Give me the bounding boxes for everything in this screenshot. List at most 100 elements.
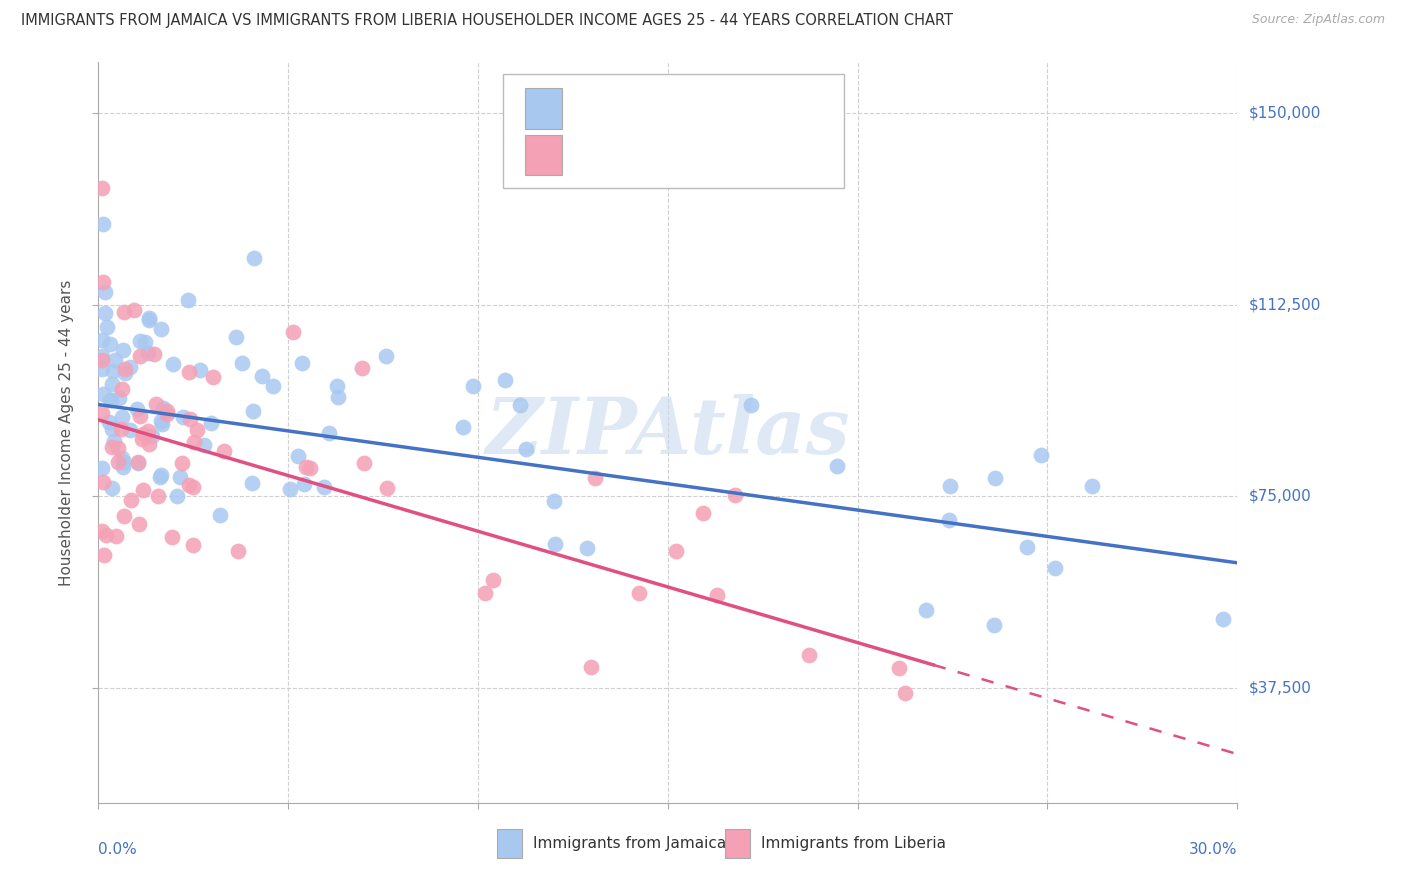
- Point: [740, 398, 762, 412]
- Point: [110, 422, 132, 436]
- Point: [141, 428, 163, 442]
- Point: [93, 549, 115, 563]
- Point: [112, 508, 135, 523]
- Point: [91, 217, 114, 231]
- Point: [96, 319, 118, 334]
- Point: [295, 460, 318, 475]
- Point: [149, 322, 172, 336]
- Point: [509, 398, 531, 412]
- Point: [318, 426, 340, 441]
- FancyBboxPatch shape: [526, 135, 562, 176]
- Point: [1045, 560, 1067, 574]
- Point: [190, 362, 212, 376]
- Point: [101, 376, 124, 391]
- Point: [242, 403, 264, 417]
- Point: [112, 459, 135, 474]
- Point: [252, 369, 274, 384]
- Point: [1212, 612, 1234, 626]
- Point: [142, 347, 165, 361]
- Point: [148, 489, 170, 503]
- Point: [91, 461, 114, 475]
- Point: [692, 506, 714, 520]
- Point: [136, 424, 159, 438]
- Text: $37,500: $37,500: [1249, 681, 1312, 696]
- Point: [94, 285, 117, 300]
- Point: [984, 471, 1007, 485]
- Point: [138, 312, 160, 326]
- Point: [150, 417, 173, 431]
- Point: [179, 411, 201, 425]
- Text: $75,000: $75,000: [1249, 489, 1312, 504]
- Point: [461, 379, 484, 393]
- Point: [374, 350, 396, 364]
- Point: [91, 275, 114, 289]
- Text: Source: ZipAtlas.com: Source: ZipAtlas.com: [1251, 13, 1385, 27]
- Point: [889, 661, 911, 675]
- Point: [91, 333, 114, 347]
- Point: [242, 251, 264, 265]
- Point: [101, 440, 124, 454]
- Text: R = -0.437   N = 63: R = -0.437 N = 63: [575, 146, 738, 164]
- Text: IMMIGRANTS FROM JAMAICA VS IMMIGRANTS FROM LIBERIA HOUSEHOLDER INCOME AGES 25 - : IMMIGRANTS FROM JAMAICA VS IMMIGRANTS FR…: [21, 13, 953, 29]
- Point: [177, 365, 200, 379]
- Text: Immigrants from Jamaica: Immigrants from Jamaica: [533, 836, 727, 851]
- FancyBboxPatch shape: [498, 829, 522, 858]
- Point: [375, 481, 398, 495]
- Point: [149, 470, 172, 484]
- Point: [543, 493, 565, 508]
- Point: [278, 482, 301, 496]
- Point: [136, 346, 159, 360]
- Point: [326, 390, 349, 404]
- Point: [212, 444, 235, 458]
- Point: [112, 305, 135, 319]
- Point: [149, 414, 172, 428]
- Point: [98, 336, 121, 351]
- Point: [94, 306, 117, 320]
- Point: [114, 367, 136, 381]
- Point: [98, 392, 121, 407]
- Point: [183, 434, 205, 449]
- Point: [138, 311, 160, 326]
- Point: [172, 456, 194, 470]
- Point: [101, 481, 124, 495]
- Point: [281, 325, 304, 339]
- Point: [156, 407, 179, 421]
- Point: [129, 334, 152, 348]
- Point: [120, 492, 142, 507]
- Point: [91, 181, 114, 195]
- Point: [91, 406, 114, 420]
- Point: [225, 330, 247, 344]
- Point: [156, 404, 179, 418]
- FancyBboxPatch shape: [725, 829, 749, 858]
- Point: [353, 456, 375, 470]
- Point: [104, 352, 127, 367]
- Point: [627, 586, 650, 600]
- Point: [939, 479, 962, 493]
- Point: [706, 588, 728, 602]
- Point: [193, 438, 215, 452]
- Point: [825, 459, 848, 474]
- Point: [166, 489, 188, 503]
- Point: [122, 303, 145, 318]
- Point: [111, 382, 134, 396]
- FancyBboxPatch shape: [503, 73, 845, 188]
- FancyBboxPatch shape: [526, 88, 562, 128]
- Point: [451, 420, 474, 434]
- Point: [292, 477, 315, 491]
- Point: [226, 544, 249, 558]
- Text: $112,500: $112,500: [1249, 297, 1320, 312]
- Point: [150, 467, 173, 482]
- Point: [200, 416, 222, 430]
- Point: [138, 436, 160, 450]
- Text: 0.0%: 0.0%: [98, 842, 138, 856]
- Text: 30.0%: 30.0%: [1189, 842, 1237, 856]
- Point: [118, 424, 141, 438]
- Point: [91, 352, 114, 367]
- Point: [105, 528, 128, 542]
- Point: [352, 360, 374, 375]
- Point: [93, 475, 115, 490]
- Point: [583, 471, 606, 485]
- Point: [120, 360, 142, 375]
- Point: [107, 455, 129, 469]
- Point: [231, 356, 253, 370]
